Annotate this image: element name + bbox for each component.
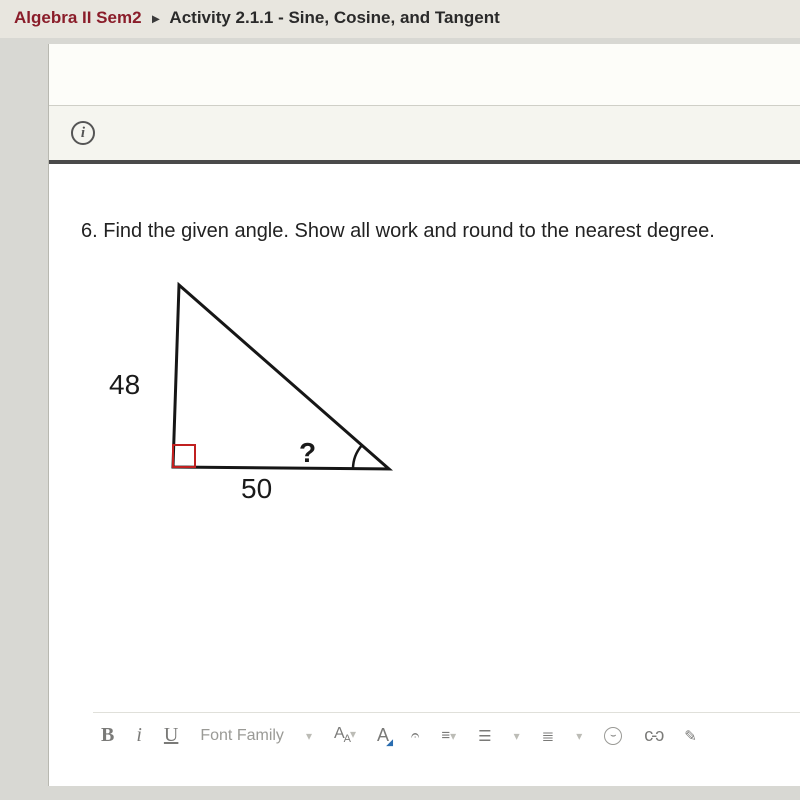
- label-angle-unknown: ?: [299, 437, 316, 469]
- info-icon[interactable]: i: [71, 121, 95, 145]
- triangle-figure: 48 50 ?: [89, 277, 429, 507]
- emoji-button[interactable]: ⌣: [604, 727, 622, 745]
- window-header-spacer: [49, 44, 800, 106]
- font-size-button[interactable]: AA▾: [334, 725, 355, 745]
- numbered-list-button[interactable]: ☰: [478, 727, 491, 745]
- label-side-48: 48: [109, 369, 140, 401]
- rich-text-toolbar: B i U Font Family ▾ AA▾ A◢ 𝄐 ≡▾ ☰ ▾ ≣ ▾ …: [93, 712, 800, 758]
- breadcrumb-activity[interactable]: Activity 2.1.1 - Sine, Cosine, and Tange…: [169, 8, 499, 27]
- question-text: 6. Find the given angle. Show all work a…: [81, 220, 772, 243]
- question-content: 6. Find the given angle. Show all work a…: [49, 164, 800, 527]
- bullet-list-button[interactable]: ≣: [542, 727, 555, 745]
- breadcrumb: Algebra II Sem2 ▸ Activity 2.1.1 - Sine,…: [0, 0, 800, 38]
- question-body: Find the given angle. Show all work and …: [103, 220, 715, 242]
- label-side-50: 50: [241, 473, 272, 505]
- info-bar: i: [49, 106, 800, 164]
- underline-button[interactable]: U: [164, 724, 178, 747]
- italic-button[interactable]: i: [136, 724, 142, 747]
- content-window: i 6. Find the given angle. Show all work…: [48, 44, 800, 786]
- breadcrumb-separator-icon: ▸: [152, 10, 159, 26]
- font-color-button[interactable]: A◢: [377, 725, 389, 746]
- breadcrumb-course[interactable]: Algebra II Sem2: [14, 8, 142, 27]
- bold-button[interactable]: B: [101, 724, 114, 747]
- clear-format-button[interactable]: 𝄐: [411, 727, 419, 744]
- font-family-dropdown[interactable]: Font Family: [200, 727, 284, 745]
- question-number: 6.: [81, 220, 98, 242]
- draw-button[interactable]: ✎: [684, 727, 697, 745]
- dropdown-caret-icon[interactable]: ▾: [514, 729, 520, 743]
- align-button[interactable]: ≡▾: [441, 727, 456, 744]
- dropdown-caret-icon[interactable]: ▾: [306, 729, 312, 743]
- dropdown-caret-icon[interactable]: ▾: [576, 729, 582, 743]
- link-button[interactable]: c‑ɔ: [644, 725, 662, 746]
